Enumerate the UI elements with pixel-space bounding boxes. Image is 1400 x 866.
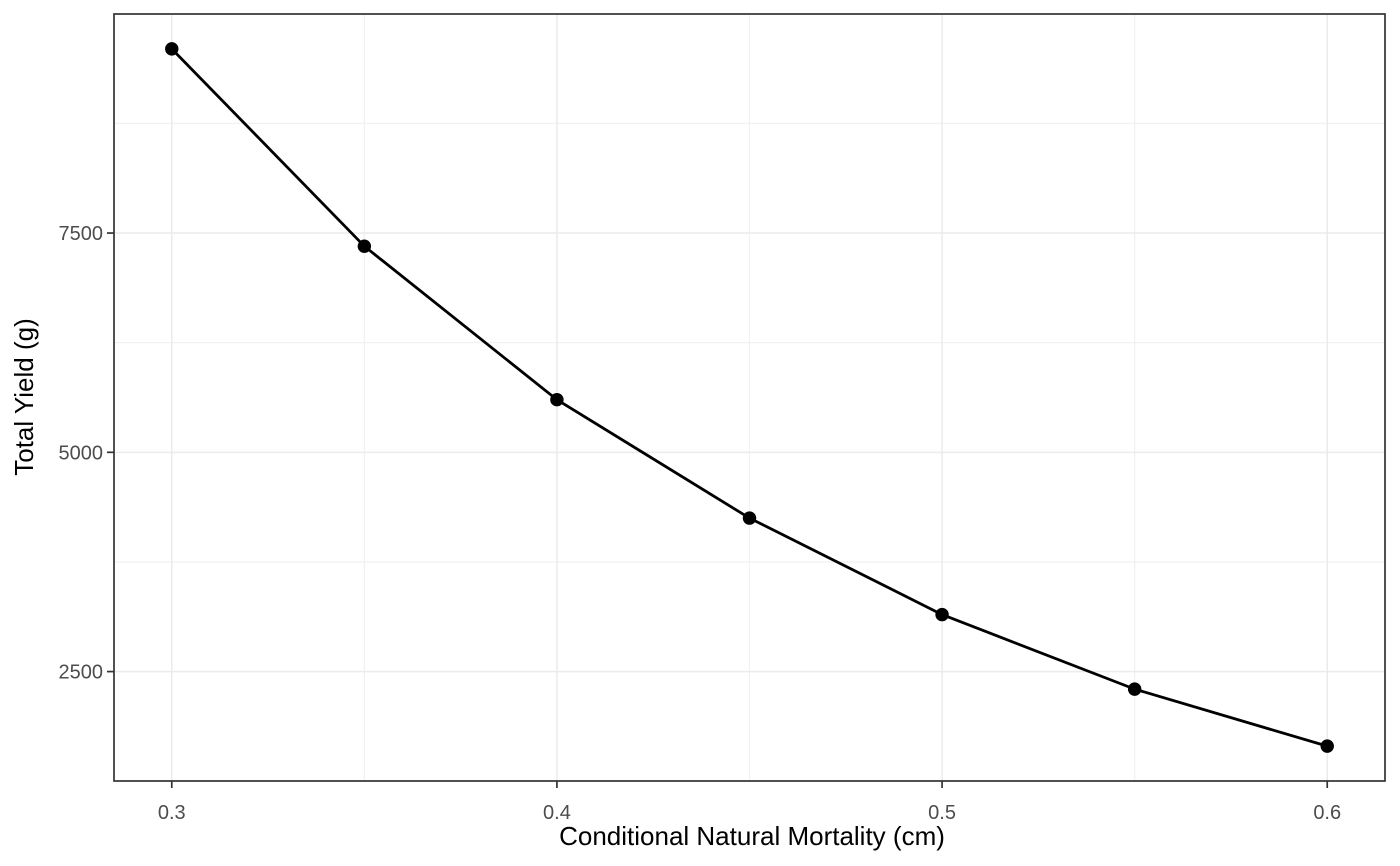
x-axis-title: Conditional Natural Mortality (cm) [559,821,945,851]
panel-border [113,13,1386,782]
data-point [1127,682,1142,696]
x-axis-tick-label: 0.6 [1313,802,1341,824]
grid-major-group [114,14,1385,781]
y-axis-tick-label: 5000 [59,442,104,464]
axis-ticks-group [107,232,1329,788]
data-point [550,392,564,407]
x-axis-tick-label: 0.4 [543,802,571,824]
data-point [357,239,372,253]
data-point [935,607,949,622]
y-axis-title: Total Yield (g) [9,318,39,476]
y-axis-tick-label: 2500 [59,662,104,684]
x-axis-tick-label: 0.5 [928,802,956,824]
y-axis-tick-label: 7500 [59,223,104,245]
grid-minor-group [114,14,1385,781]
x-axis-tick-label: 0.3 [158,802,186,824]
data-point [742,511,757,525]
axis-tick-labels-group: 0.3 0.4 0.5 0.6 2500 5000 7500 [59,223,1342,824]
data-point [165,42,179,56]
data-point [1320,739,1334,753]
series-group [165,42,1334,753]
